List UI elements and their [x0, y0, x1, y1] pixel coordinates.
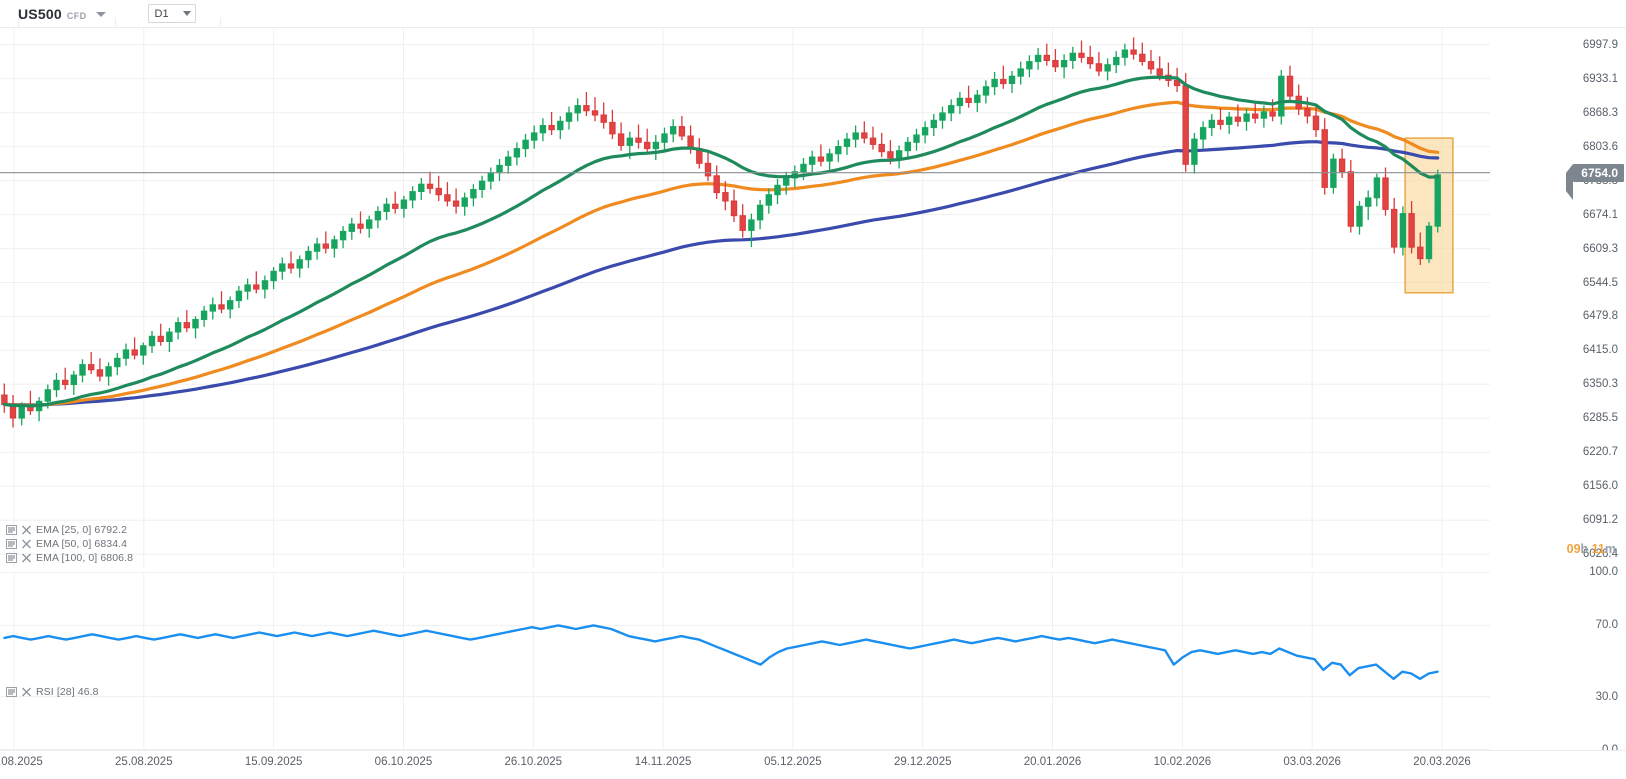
symbol-name: US500 — [18, 5, 62, 22]
price-axis-label: 6997.9 — [1582, 38, 1618, 51]
settings-icon[interactable] — [6, 687, 17, 697]
date-axis-label: 26.10.2025 — [504, 756, 563, 768]
indicator-legend-rsi[interactable]: RSI [28] 46.8 — [6, 685, 99, 699]
price-axis-label: 6026.4 — [1582, 548, 1618, 561]
indicator-label: EMA [50, 0] 6834.4 — [36, 538, 128, 550]
toolbar-divider — [115, 18, 116, 28]
indicator-legend-ema100[interactable]: EMA [100, 0] 6806.8 — [6, 551, 133, 565]
countdown-hours-unit: h — [1580, 542, 1589, 556]
rsi-chart-pane[interactable]: RSI [28] 46.8 — [0, 572, 1490, 750]
price-axis-label: 6674.1 — [1582, 208, 1618, 221]
date-axis-label: 29.12.2025 — [893, 756, 952, 768]
date-axis-label: 06.10.2025 — [374, 756, 433, 768]
timeframe-label: D1 — [154, 7, 169, 20]
price-axis-label: 6933.1 — [1582, 72, 1618, 85]
instrument-type-label: CFD — [66, 10, 87, 21]
date-axis-label: 03.03.2026 — [1283, 756, 1341, 768]
rsi-indicator-legend: RSI [28] 46.8 — [6, 685, 99, 699]
timeframe-selector[interactable]: D1 — [147, 4, 196, 23]
rsi-axis-label: 100.0 — [1589, 566, 1618, 578]
chart-toolbar: US500 CFD D1 — [0, 0, 1626, 28]
countdown-minutes-unit: m — [1604, 542, 1616, 556]
price-chart-pane[interactable]: EMA [25, 0] 6792.2 EMA [50, 0] 6834.4 — [0, 28, 1490, 568]
indicator-label: EMA [25, 0] 6792.2 — [36, 524, 128, 536]
price-axis-label: 6479.8 — [1582, 310, 1618, 323]
indicator-label: RSI [28] 46.8 — [36, 686, 99, 698]
current-price-tag[interactable]: 6754.0 — [1566, 163, 1624, 200]
indicator-legend-ema25[interactable]: EMA [25, 0] 6792.2 — [6, 523, 133, 537]
date-axis-label: 04.08.2025 — [0, 756, 43, 768]
rsi-axis-label: 70.0 — [1595, 619, 1618, 632]
symbol-selector[interactable]: US500 CFD — [0, 6, 106, 22]
close-icon[interactable] — [21, 553, 32, 563]
date-axis-label: 14.11.2025 — [634, 756, 692, 768]
price-chart-canvas[interactable] — [0, 28, 1490, 568]
price-axis[interactable]: 6997.96933.16868.36803.66738.86674.16609… — [1490, 28, 1626, 756]
price-axis-label: 6415.0 — [1582, 344, 1618, 357]
price-axis-label: 6091.2 — [1582, 514, 1618, 527]
indicator-label: EMA [100, 0] 6806.8 — [36, 552, 134, 564]
price-axis-label: 6544.5 — [1582, 276, 1618, 289]
price-axis-label: 6156.0 — [1582, 480, 1618, 493]
price-axis-label: 6285.5 — [1582, 412, 1618, 425]
price-indicator-legend: EMA [25, 0] 6792.2 EMA [50, 0] 6834.4 — [6, 523, 133, 565]
toolbar-divider — [18, 18, 19, 28]
close-icon[interactable] — [21, 687, 32, 697]
price-axis-label: 6220.7 — [1582, 446, 1618, 459]
rsi-chart-canvas[interactable] — [0, 572, 1490, 750]
settings-icon[interactable] — [6, 539, 17, 549]
countdown-minutes: 11 — [1591, 542, 1605, 556]
date-axis[interactable]: 04.08.2025 25.08.2025 15.09.2025 06.10.2025… — [0, 750, 1626, 779]
date-axis-label: 20.03.2026 — [1413, 756, 1471, 768]
price-axis-label: 6350.3 — [1582, 378, 1618, 391]
countdown-hours: 09 — [1566, 542, 1581, 556]
chevron-down-icon[interactable] — [95, 11, 106, 17]
date-axis-label: 05.12.2025 — [764, 756, 822, 768]
rsi-axis-label: 30.0 — [1595, 690, 1618, 703]
date-axis-label: 25.08.2025 — [115, 756, 173, 768]
price-axis-label: 6803.6 — [1582, 140, 1618, 153]
settings-icon[interactable] — [6, 525, 17, 535]
toolbar-divider — [220, 18, 221, 28]
date-axis-label: 10.02.2026 — [1153, 756, 1212, 768]
indicator-legend-ema50[interactable]: EMA [50, 0] 6834.4 — [6, 537, 133, 551]
price-axis-label: 6868.3 — [1582, 106, 1618, 119]
axis-divider — [0, 750, 1626, 751]
date-axis-label: 15.09.2025 — [244, 756, 303, 768]
bar-countdown-timer: 09h 11m — [1567, 542, 1616, 556]
settings-icon[interactable] — [6, 553, 17, 563]
price-axis-label: 6609.3 — [1582, 242, 1618, 255]
date-axis-label: 20.01.2026 — [1023, 756, 1082, 768]
close-icon[interactable] — [21, 525, 32, 535]
close-icon[interactable] — [21, 539, 32, 549]
chevron-down-icon[interactable] — [182, 11, 191, 16]
